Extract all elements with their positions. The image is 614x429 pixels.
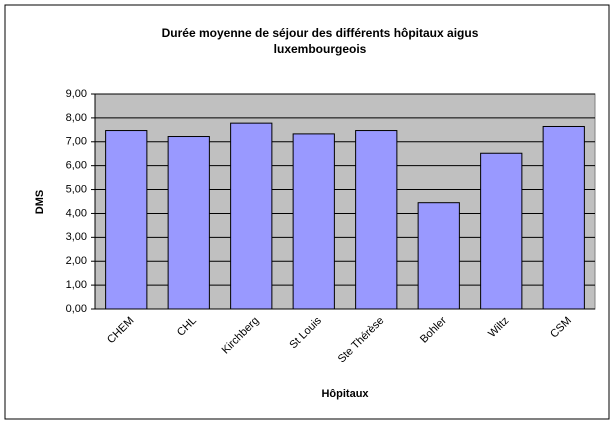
y-tick-label: 3,00	[66, 231, 87, 243]
bar	[230, 122, 273, 310]
bar	[542, 125, 585, 310]
y-tick-label: 6,00	[66, 160, 87, 172]
y-tick-label: 0,00	[66, 303, 87, 315]
x-axis-title: Hôpitaux	[321, 388, 369, 400]
y-tick-label: 8,00	[66, 112, 87, 124]
y-tick-label: 4,00	[66, 207, 87, 219]
y-axis-title: DMS	[34, 190, 46, 214]
chart-title: luxembourgeois	[274, 42, 367, 56]
bar	[105, 130, 148, 310]
y-tick-label: 2,00	[66, 255, 87, 267]
y-tick-label: 1,00	[66, 279, 87, 291]
bar	[417, 202, 460, 310]
bar	[292, 133, 335, 310]
chart-title: Durée moyenne de séjour des différents h…	[162, 26, 479, 40]
bar	[480, 152, 523, 310]
y-tick-label: 7,00	[66, 136, 87, 148]
bar	[167, 136, 210, 310]
bar	[355, 130, 398, 310]
y-tick-label: 5,00	[66, 183, 87, 195]
y-tick-label: 9,00	[66, 88, 87, 100]
